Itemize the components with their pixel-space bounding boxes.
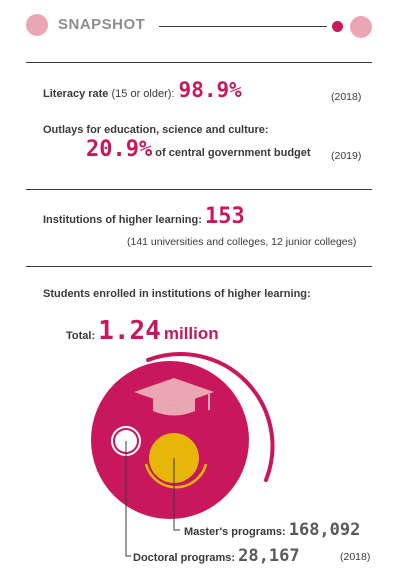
section-divider-2 [26, 189, 372, 190]
institutions-detail: (141 universities and colleges, 12 junio… [127, 236, 357, 248]
header-left-dot [26, 14, 48, 36]
literacy-value: 98.9% [178, 78, 242, 102]
masters-label: Master's programs: [184, 526, 286, 538]
section-divider-1 [26, 62, 372, 63]
masters-arc [144, 463, 208, 489]
students-total-row: Total: 1.24 million [66, 316, 219, 346]
outlays-suffix: of central government budget [155, 147, 311, 159]
section-divider-3 [26, 266, 372, 267]
graduation-cap-icon [134, 378, 214, 416]
institutions-value: 153 [204, 204, 245, 229]
literacy-year: (2018) [331, 91, 362, 103]
institutions-label: Institutions of higher learning: [43, 214, 202, 226]
literacy-qualifier: (15 or older): [111, 88, 175, 100]
outlays-label: Outlays for education, science and cultu… [43, 124, 269, 136]
header-small-dot [332, 21, 343, 32]
masters-leader-line [173, 458, 180, 531]
masters-value: 168,092 [288, 520, 361, 540]
students-total-label: Total: [66, 330, 96, 342]
outlays-value: 20.9% [86, 137, 153, 162]
students-label: Students enrolled in institutions of hig… [43, 288, 311, 300]
students-total-unit: million [163, 324, 219, 343]
doctoral-leader-line [125, 441, 131, 557]
students-total-value: 1.24 [98, 316, 161, 346]
doctoral-value: 28,167 [238, 546, 300, 566]
institutions-row: Institutions of higher learning: 153 [43, 204, 245, 229]
page-title: SNAPSHOT [58, 16, 146, 33]
students-year: (2018) [340, 551, 371, 563]
doctoral-label: Doctoral programs: [133, 552, 236, 564]
students-illustration [91, 352, 275, 557]
literacy-row: Literacy rate (15 or older): 98.9% [43, 78, 242, 102]
header-rule [159, 26, 327, 27]
doctoral-row: Doctoral programs: 28,167 [133, 546, 300, 566]
accent-arc [146, 352, 275, 482]
outlays-row: 20.9% of central government budget [86, 137, 311, 162]
outlays-year: (2019) [331, 150, 362, 162]
literacy-label: Literacy rate [43, 88, 109, 100]
masters-row: Master's programs: 168,092 [184, 520, 360, 540]
header-right-dot [350, 16, 372, 38]
